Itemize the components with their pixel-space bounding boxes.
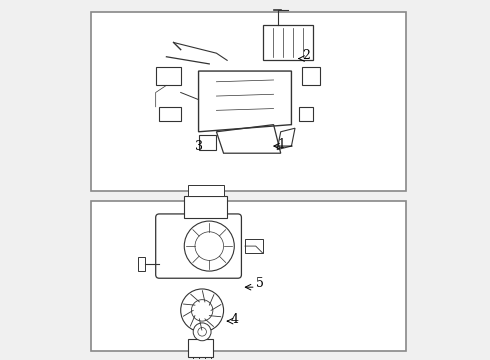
- Bar: [198, 135, 217, 150]
- Circle shape: [198, 328, 206, 336]
- Bar: [92, 12, 406, 191]
- Bar: [188, 185, 223, 196]
- Text: 1: 1: [277, 138, 285, 151]
- Bar: [245, 239, 263, 253]
- Bar: [92, 202, 406, 351]
- Bar: [184, 196, 227, 217]
- Bar: [138, 257, 145, 271]
- Bar: [263, 24, 313, 60]
- Bar: [298, 107, 313, 121]
- Bar: [188, 339, 213, 357]
- FancyBboxPatch shape: [156, 214, 242, 278]
- Text: 2: 2: [302, 49, 310, 62]
- Bar: [159, 107, 181, 121]
- Circle shape: [195, 232, 223, 260]
- Circle shape: [184, 221, 234, 271]
- Circle shape: [181, 289, 223, 332]
- Bar: [302, 67, 320, 85]
- Text: 5: 5: [256, 277, 264, 290]
- Circle shape: [192, 300, 213, 321]
- Text: 4: 4: [231, 313, 239, 326]
- Text: 3: 3: [195, 140, 203, 153]
- Circle shape: [193, 323, 211, 341]
- Bar: [156, 67, 181, 85]
